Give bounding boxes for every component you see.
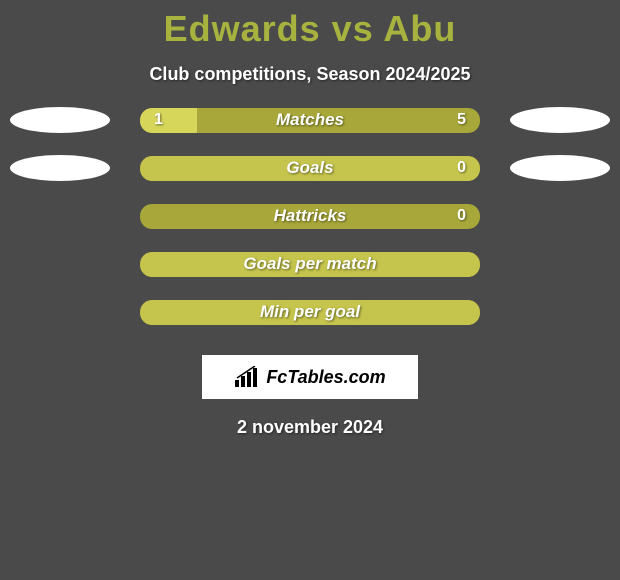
- stats-container: 1Matches5Goals0Hattricks0Goals per match…: [0, 107, 620, 325]
- stat-row: Min per goal: [0, 299, 620, 325]
- subtitle: Club competitions, Season 2024/2025: [0, 64, 620, 85]
- logo-box: FcTables.com: [202, 355, 418, 399]
- player-right-marker: [510, 155, 610, 181]
- stat-bar: Hattricks0: [140, 204, 480, 229]
- stat-row: Goals0: [0, 155, 620, 181]
- chart-icon: [234, 366, 260, 388]
- stat-label: Goals per match: [140, 252, 480, 277]
- player-right-marker: [510, 107, 610, 133]
- stat-row: Goals per match: [0, 251, 620, 277]
- player-left-marker: [10, 107, 110, 133]
- stat-label: Min per goal: [140, 300, 480, 325]
- spacer: [510, 203, 610, 229]
- logo-text: FcTables.com: [266, 367, 385, 388]
- stat-label: Goals: [140, 156, 480, 181]
- spacer: [510, 299, 610, 325]
- stat-label: Matches: [140, 108, 480, 133]
- stat-bar: Goals per match: [140, 252, 480, 277]
- stat-right-value: 5: [457, 108, 466, 133]
- stat-bar: Goals0: [140, 156, 480, 181]
- player-left-marker: [10, 155, 110, 181]
- spacer: [510, 251, 610, 277]
- stat-right-value: 0: [457, 204, 466, 229]
- date-text: 2 november 2024: [0, 417, 620, 438]
- stat-bar: 1Matches5: [140, 108, 480, 133]
- stat-bar: Min per goal: [140, 300, 480, 325]
- stat-row: 1Matches5: [0, 107, 620, 133]
- spacer: [10, 299, 110, 325]
- stat-right-value: 0: [457, 156, 466, 181]
- page-title: Edwards vs Abu: [0, 0, 620, 50]
- stat-label: Hattricks: [140, 204, 480, 229]
- spacer: [10, 203, 110, 229]
- spacer: [10, 251, 110, 277]
- stat-row: Hattricks0: [0, 203, 620, 229]
